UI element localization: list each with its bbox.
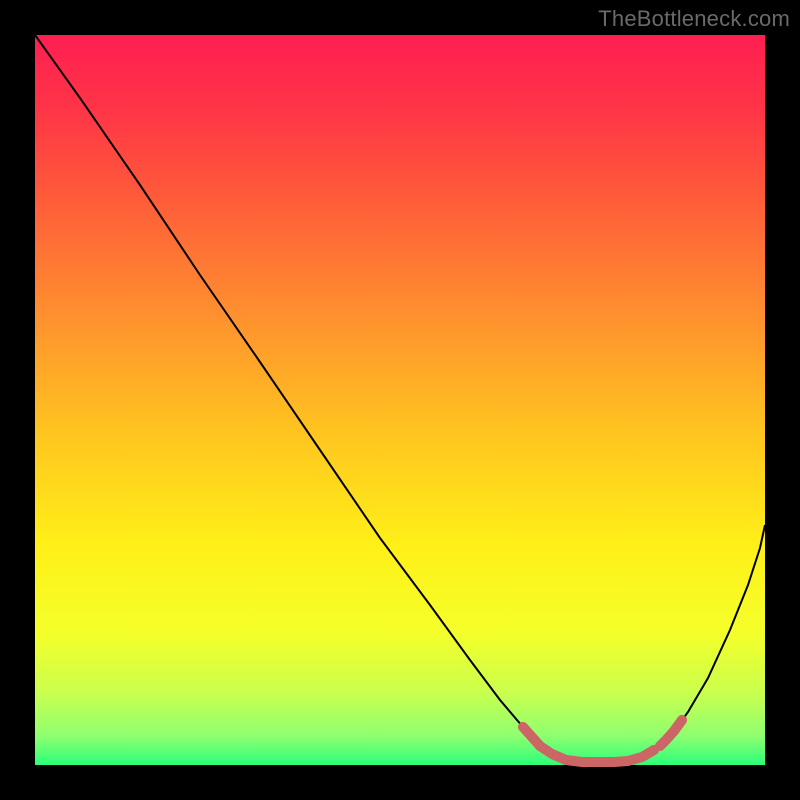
watermark-text: TheBottleneck.com xyxy=(598,6,790,32)
marker-dot xyxy=(655,741,665,751)
gradient-background xyxy=(35,35,765,765)
marker-dot xyxy=(677,715,687,725)
chart-container: { "watermark": "TheBottleneck.com", "cha… xyxy=(0,0,800,800)
bottleneck-chart xyxy=(0,0,800,800)
marker-dot xyxy=(518,722,528,732)
